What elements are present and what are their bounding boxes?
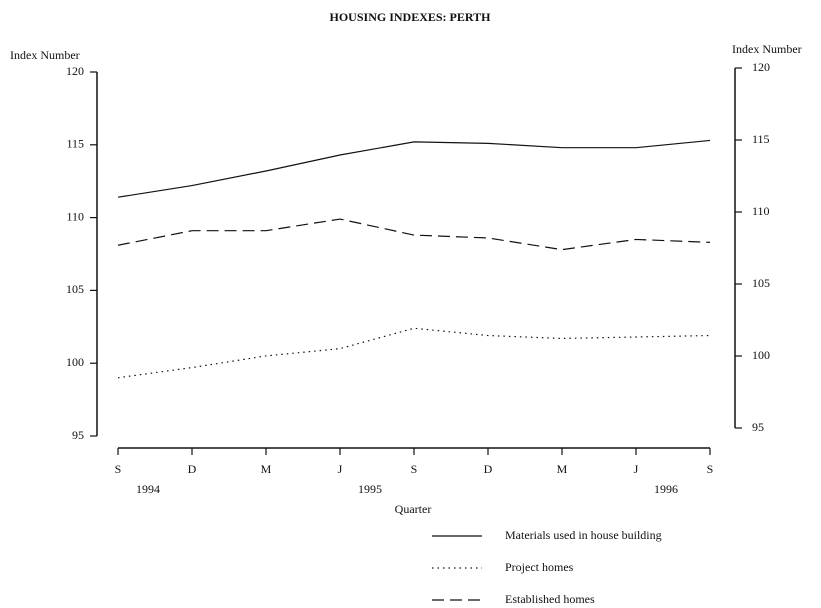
legend-label: Materials used in house building [505, 528, 662, 542]
y-tick-label: 115 [66, 137, 84, 151]
x-tick-label: D [188, 462, 197, 476]
year-label: 1994 [136, 482, 160, 496]
x-tick-label: M [261, 462, 272, 476]
y2-tick-label: 95 [752, 420, 764, 434]
y2-tick-label: 100 [752, 348, 770, 362]
y2-tick-label: 110 [752, 204, 770, 218]
series-line [117, 327, 711, 379]
x-tick-label: S [115, 462, 122, 476]
y-tick-label: 110 [66, 209, 84, 223]
legend-label: Project homes [505, 560, 574, 574]
y2-tick-label: 105 [752, 276, 770, 290]
y-tick-label: 100 [66, 355, 84, 369]
series-line [117, 218, 711, 251]
y-tick-label: 95 [72, 428, 84, 442]
x-tick-label: M [557, 462, 568, 476]
y2-axis-title: Index Number [732, 42, 802, 56]
x-tick-label: J [634, 462, 639, 476]
x-tick-label: D [484, 462, 493, 476]
y-axis-title: Index Number [10, 48, 80, 62]
x-tick-label: S [411, 462, 418, 476]
x-axis-title: Quarter [395, 502, 432, 516]
year-label: 1995 [358, 482, 382, 496]
chart-title: HOUSING INDEXES: PERTH [330, 10, 492, 24]
legend-label: Established homes [505, 592, 595, 606]
y-tick-label: 105 [66, 282, 84, 296]
y2-tick-label: 120 [752, 60, 770, 74]
y-tick-label: 120 [66, 64, 84, 78]
year-label: 1996 [654, 482, 678, 496]
x-tick-label: S [707, 462, 714, 476]
series-line [117, 139, 711, 198]
x-tick-label: J [338, 462, 343, 476]
y2-tick-label: 115 [752, 132, 770, 146]
